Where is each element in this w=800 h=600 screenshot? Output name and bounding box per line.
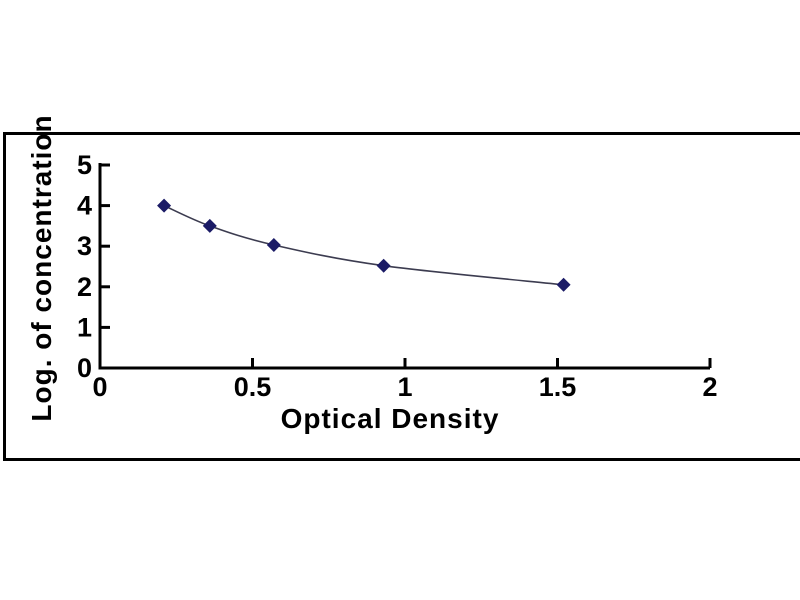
data-point-marker [376, 258, 391, 273]
y-tick-label: 0 [77, 353, 92, 383]
y-axis-title: Log. of concentration [26, 114, 57, 422]
x-tick-label: 1.5 [539, 372, 577, 402]
x-tick-label: 2 [702, 372, 717, 402]
x-axis-title: Optical Density [280, 403, 500, 434]
y-tick-label: 1 [77, 312, 92, 342]
y-tick-label: 5 [77, 150, 92, 180]
x-tick-label: 1 [397, 372, 412, 402]
data-point-marker [266, 237, 281, 252]
y-tick-label: 4 [77, 191, 92, 221]
data-point-marker [157, 198, 172, 213]
x-tick-label: 0.5 [234, 372, 272, 402]
y-tick-label: 3 [77, 231, 92, 261]
data-point-marker [556, 277, 571, 292]
series-line [163, 204, 564, 286]
chart-border-frame [3, 132, 800, 461]
x-tick-label: 0 [92, 372, 107, 402]
data-point-marker [202, 218, 217, 233]
y-tick-label: 2 [77, 272, 92, 302]
